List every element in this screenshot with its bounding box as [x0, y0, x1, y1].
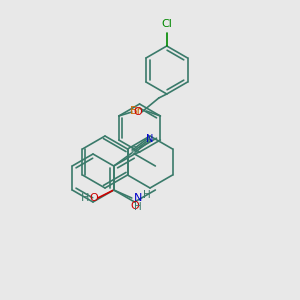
Text: O: O: [130, 201, 139, 211]
Text: H: H: [134, 202, 142, 212]
Text: N: N: [146, 134, 154, 144]
Text: O: O: [89, 193, 98, 203]
Text: C: C: [130, 146, 137, 156]
Text: N: N: [134, 193, 142, 203]
Text: Cl: Cl: [161, 19, 172, 29]
Text: O: O: [134, 107, 142, 117]
Text: Br: Br: [130, 106, 142, 116]
Text: H: H: [143, 190, 151, 200]
Text: H: H: [81, 193, 89, 203]
